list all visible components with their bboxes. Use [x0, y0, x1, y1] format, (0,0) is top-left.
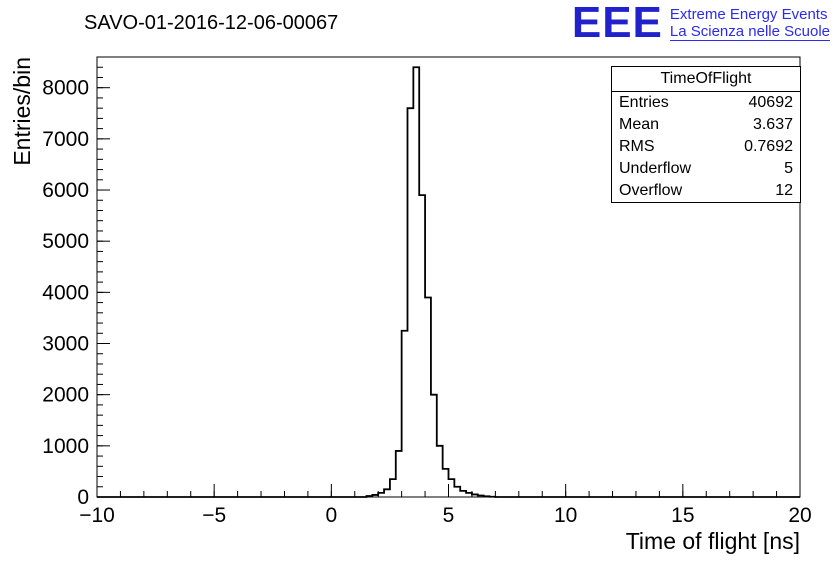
stats-box-title: TimeOfFlight [612, 67, 800, 92]
stat-label: Overflow [619, 182, 683, 199]
y-axis-title: Entries/bin [9, 57, 35, 166]
stat-value: 0.7692 [744, 138, 793, 155]
y-tick-label: 7000 [42, 128, 89, 151]
eee-logo-line1: Extreme Energy Events [669, 6, 828, 23]
y-tick-label: 1000 [42, 435, 89, 458]
stat-row-mean: Mean 3.637 [612, 114, 800, 136]
y-tick-label: 5000 [42, 230, 89, 253]
stat-value: 5 [784, 160, 793, 177]
x-tick-label: 5 [443, 504, 455, 527]
eee-logo-line2: La Scienza nelle Scuole [669, 23, 830, 41]
stat-label: Mean [619, 116, 660, 133]
y-tick-label: 4000 [42, 281, 89, 304]
eee-logo-letters: EEE [571, 0, 663, 47]
stat-row-rms: RMS 0.7692 [612, 136, 800, 158]
histogram-outline [97, 66, 800, 498]
y-tick-label: 6000 [42, 179, 89, 202]
x-tick-label: −10 [79, 504, 115, 527]
plot-title: SAVO-01-2016-12-06-00067 [84, 12, 339, 34]
stat-row-underflow: Underflow 5 [612, 158, 800, 180]
stat-label: RMS [619, 138, 655, 155]
stat-value: 40692 [748, 94, 794, 111]
x-tick-label: −5 [202, 504, 226, 527]
eee-logo-text: Extreme Energy Events La Scienza nelle S… [669, 2, 830, 41]
stat-label: Entries [619, 94, 669, 111]
x-tick-label: 0 [325, 504, 337, 527]
stat-label: Underflow [619, 160, 692, 177]
x-axis-title: Time of flight [ns] [626, 528, 800, 554]
y-tick-label: 3000 [42, 333, 89, 356]
stats-box: TimeOfFlight Entries 40692 Mean 3.637 RM… [611, 66, 801, 203]
stat-row-entries: Entries 40692 [612, 92, 800, 114]
x-tick-label: 10 [554, 504, 577, 527]
y-tick-label: 8000 [42, 77, 89, 100]
stat-value: 3.637 [752, 116, 793, 133]
y-tick-label: 2000 [42, 384, 89, 407]
y-tick-label: 0 [77, 486, 89, 509]
eee-logo: EEE Extreme Energy Events La Scienza nel… [571, 0, 830, 47]
stat-row-overflow: Overflow 12 [612, 180, 800, 202]
x-tick-label: 20 [788, 504, 811, 527]
x-tick-label: 15 [671, 504, 694, 527]
stat-value: 12 [775, 182, 793, 199]
